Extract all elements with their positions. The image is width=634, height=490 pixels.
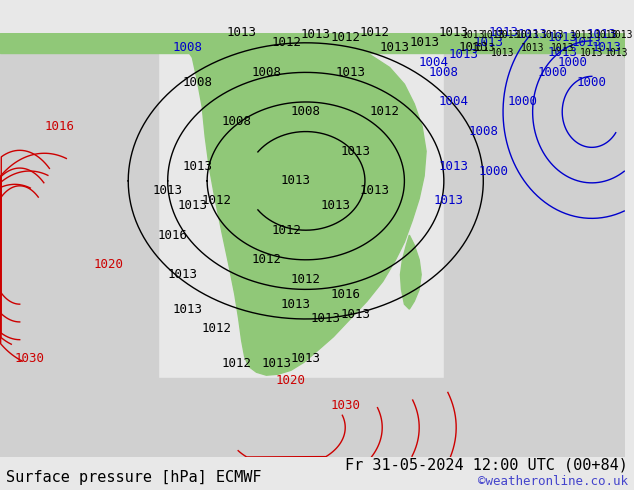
Text: 1013: 1013 xyxy=(458,41,488,54)
Text: 1012: 1012 xyxy=(271,36,301,49)
Text: 1012: 1012 xyxy=(251,253,281,266)
Text: 1013: 1013 xyxy=(547,31,577,45)
Text: 1013: 1013 xyxy=(153,184,183,197)
Text: 1008: 1008 xyxy=(172,41,202,54)
Text: 1013: 1013 xyxy=(592,41,621,54)
Text: 1013: 1013 xyxy=(521,43,545,53)
Text: 1013: 1013 xyxy=(570,30,593,40)
Text: ©weatheronline.co.uk: ©weatheronline.co.uk xyxy=(477,474,628,488)
Text: 1013: 1013 xyxy=(605,48,628,58)
Text: 1030: 1030 xyxy=(330,399,360,412)
Bar xyxy=(0,33,625,52)
Text: 1013: 1013 xyxy=(340,145,370,158)
Text: 1013: 1013 xyxy=(439,160,469,172)
Text: 1013: 1013 xyxy=(497,30,521,40)
Text: 1008: 1008 xyxy=(469,125,498,138)
Text: 1013: 1013 xyxy=(360,184,390,197)
Text: 1013: 1013 xyxy=(610,30,633,40)
Text: 1008: 1008 xyxy=(291,105,321,119)
Text: 1020: 1020 xyxy=(276,374,306,387)
Text: 1008: 1008 xyxy=(251,66,281,79)
Text: 1013: 1013 xyxy=(311,313,340,325)
Text: 1012: 1012 xyxy=(291,273,321,286)
Text: 1013: 1013 xyxy=(320,199,351,212)
Text: 1012: 1012 xyxy=(222,357,252,370)
Text: 1008: 1008 xyxy=(429,66,459,79)
Polygon shape xyxy=(454,33,625,58)
Text: 1013: 1013 xyxy=(281,298,311,311)
Text: Surface pressure [hPa] ECMWF: Surface pressure [hPa] ECMWF xyxy=(6,470,262,485)
Text: 1012: 1012 xyxy=(360,26,390,39)
Text: 1016: 1016 xyxy=(330,288,360,301)
Text: 1013: 1013 xyxy=(409,36,439,49)
Text: 1013: 1013 xyxy=(516,30,540,40)
Bar xyxy=(0,33,158,457)
Bar xyxy=(158,378,444,457)
Text: 1013: 1013 xyxy=(472,43,495,53)
Text: 1012: 1012 xyxy=(202,322,232,335)
Text: 1000: 1000 xyxy=(577,76,607,89)
Text: 1030: 1030 xyxy=(15,352,44,365)
Text: 1012: 1012 xyxy=(370,105,399,119)
Text: 1013: 1013 xyxy=(281,174,311,187)
Text: 1013: 1013 xyxy=(541,30,564,40)
Text: 1013: 1013 xyxy=(595,30,618,40)
Text: 1004: 1004 xyxy=(419,56,449,69)
Text: 1013: 1013 xyxy=(380,41,410,54)
Text: 1013: 1013 xyxy=(227,26,257,39)
Text: 1013: 1013 xyxy=(301,28,331,42)
Text: 1013: 1013 xyxy=(580,48,604,58)
Text: 1013: 1013 xyxy=(462,30,485,40)
Text: Fr 31-05-2024 12:00 UTC (00+84): Fr 31-05-2024 12:00 UTC (00+84) xyxy=(345,458,628,473)
Text: 1012: 1012 xyxy=(202,194,232,207)
Text: 1000: 1000 xyxy=(557,56,587,69)
Text: 1013: 1013 xyxy=(491,48,515,58)
Text: 1016: 1016 xyxy=(44,120,74,133)
Text: 1016: 1016 xyxy=(158,229,188,242)
Text: 1013: 1013 xyxy=(439,26,469,39)
Text: 1013: 1013 xyxy=(517,28,548,42)
Text: 1000: 1000 xyxy=(538,66,567,79)
Polygon shape xyxy=(163,33,426,375)
Text: 1013: 1013 xyxy=(572,36,602,49)
Text: 1012: 1012 xyxy=(271,224,301,237)
Text: 1013: 1013 xyxy=(178,199,207,212)
Text: 1013: 1013 xyxy=(481,30,505,40)
Text: 1008: 1008 xyxy=(222,115,252,128)
Text: 1000: 1000 xyxy=(508,96,538,108)
Polygon shape xyxy=(401,235,421,309)
Text: 1020: 1020 xyxy=(93,258,124,271)
Bar xyxy=(444,33,625,457)
Text: 1013: 1013 xyxy=(488,26,518,39)
Text: 1013: 1013 xyxy=(340,308,370,320)
Text: 1013: 1013 xyxy=(291,352,321,365)
Text: 1000: 1000 xyxy=(478,165,508,177)
Text: 1013: 1013 xyxy=(167,268,197,281)
Text: 1013: 1013 xyxy=(172,303,202,316)
Text: 1013: 1013 xyxy=(182,160,212,172)
Text: 1013: 1013 xyxy=(335,66,365,79)
Text: 1013: 1013 xyxy=(473,36,503,49)
Text: 1012: 1012 xyxy=(330,31,360,45)
Text: 1008: 1008 xyxy=(182,76,212,89)
Text: 1013: 1013 xyxy=(550,43,574,53)
Text: 1013: 1013 xyxy=(547,46,577,59)
Text: 1013: 1013 xyxy=(449,48,479,61)
Text: 1004: 1004 xyxy=(439,96,469,108)
Text: 1013: 1013 xyxy=(586,28,617,42)
Text: 1013: 1013 xyxy=(434,194,464,207)
Text: 1013: 1013 xyxy=(261,357,291,370)
